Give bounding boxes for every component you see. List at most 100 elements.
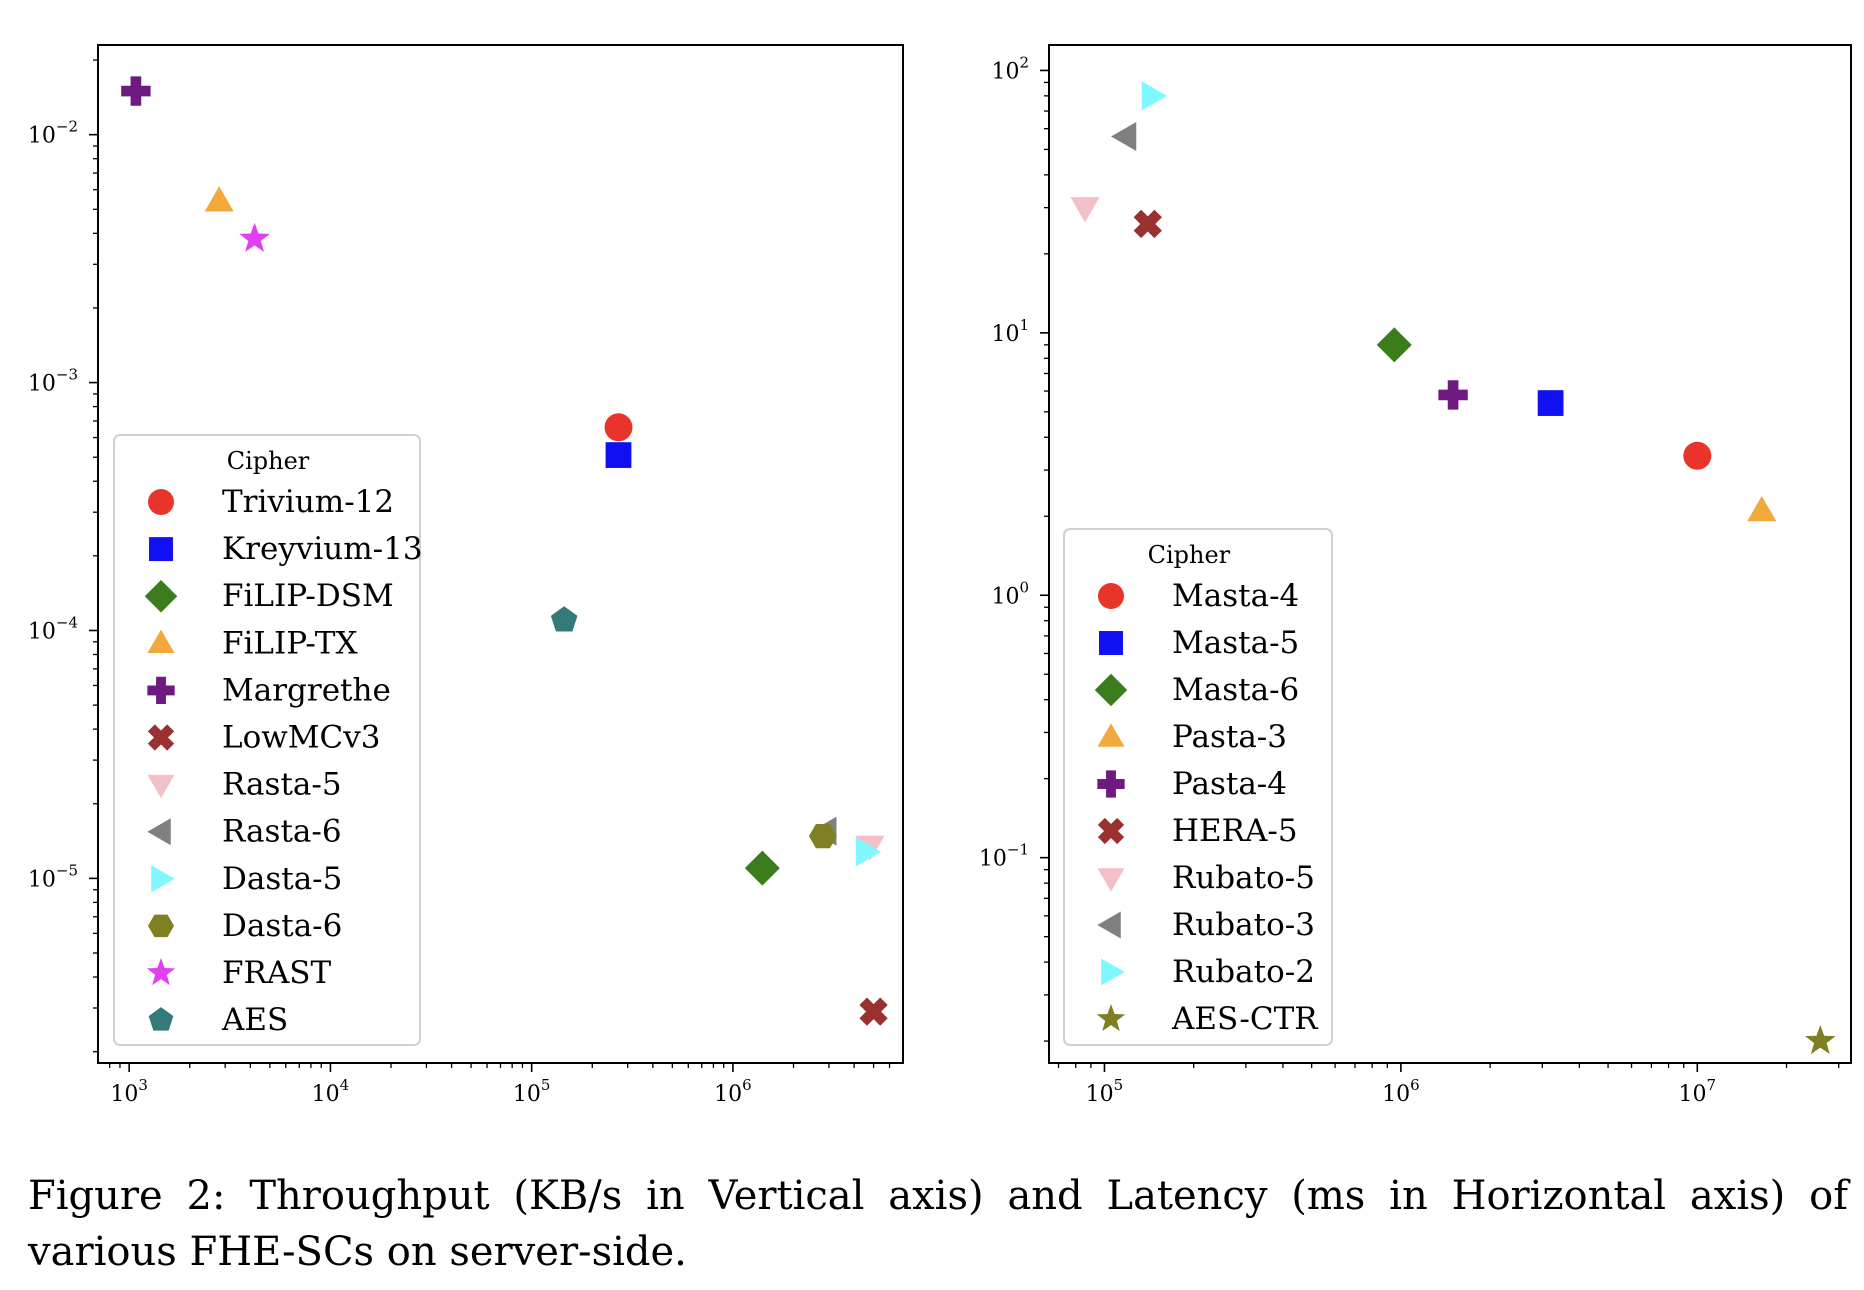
x-tick-label: 103 [110,1076,148,1107]
legend-marker [148,489,174,515]
figure-caption: Figure 2: Throughput (KB/s in Vertical a… [28,1173,1848,1275]
x-tick-label: 106 [714,1076,752,1107]
legend-label: Masta-4 [1172,578,1299,614]
data-point [1111,121,1137,152]
data-point [605,442,632,468]
legend-label: Kreyvium-13 [222,531,423,567]
legend-marker [147,676,175,705]
data-point [1438,380,1468,410]
legend-item: AES [148,1002,288,1038]
legend-marker [1096,1004,1126,1032]
legend-label: AES-CTR [1171,1001,1319,1037]
legend-label: Masta-5 [1172,625,1299,661]
legend-marker [147,774,175,799]
legend-box [113,434,421,1046]
legend-marker [144,579,178,613]
legend-marker [1097,911,1121,939]
legend-item: Rubato-5 [1097,860,1315,896]
y-tick-label: 102 [991,53,1029,84]
legend-marker [1097,723,1125,747]
data-point [855,837,881,867]
legend-label: Pasta-4 [1172,766,1287,802]
legend-label: Rubato-3 [1172,907,1315,943]
data-point [121,76,151,106]
x-tick-label: 105 [1086,1076,1124,1107]
legend-label: FiLIP-TX [222,625,358,661]
legend-label: Dasta-6 [222,908,342,944]
legend-item: Rubato-3 [1097,907,1315,943]
legend-marker [1094,673,1128,707]
x-tick-label: 106 [1382,1076,1420,1107]
y-tick-label: 10−2 [28,118,78,149]
data-point [1805,1024,1836,1055]
data-point [1376,327,1412,363]
legend-item: Masta-6 [1094,672,1299,708]
legend-marker [148,1007,174,1031]
legend-item: Dasta-5 [151,861,342,897]
x-tick-label: 105 [513,1076,551,1107]
y-tick-label: 10−1 [979,841,1029,872]
legend-item: HERA-5 [1097,813,1298,849]
legend-item: Rasta-5 [147,767,342,803]
data-point [859,997,888,1026]
legend-item: Rubato-2 [1101,954,1315,990]
legend-label: AES [221,1002,288,1038]
data-point [1747,496,1777,522]
legend: Cipher Masta-4 Masta-5 Masta-6 Pasta-3 Pasta-… [1063,528,1333,1046]
legend-label: Trivium-12 [222,484,394,520]
data-point [239,222,270,252]
legend-label: Rubato-2 [1172,954,1315,990]
x-tick-label: 107 [1679,1076,1717,1107]
plot-frame [97,44,904,1064]
legend-marker [1099,631,1123,655]
data-points [1070,81,1836,1055]
legend-marker [1097,817,1125,845]
legend-label: Pasta-3 [1172,719,1287,755]
legend-marker [148,914,174,938]
legend-item: FRAST [146,955,331,991]
y-tick-label: 10−3 [28,366,78,397]
legend: Cipher Trivium-12 Kreyvium-13 FiLIP-DSM FiLI… [113,434,423,1046]
chart-panel-2: 105 106 107 10−1 100 101 102 Cipher Masta-4 Masta… [979,44,1852,1107]
data-points [121,76,888,1026]
legend-label: Masta-6 [1172,672,1299,708]
legend-label: Margrethe [222,672,391,708]
legend-marker [151,865,175,893]
legend-marker [1098,583,1124,609]
x-tick-label: 104 [312,1076,350,1107]
legend-box [1063,528,1333,1046]
legend-label: Rasta-5 [222,767,342,803]
y-tick-label: 10−4 [28,613,78,644]
legend-marker [1097,770,1125,798]
data-point [808,824,837,849]
data-point [744,850,780,886]
legend-marker [146,958,176,986]
legend-title: Cipher [227,447,310,475]
legend-marker [1097,868,1125,892]
legend-item: FiLIP-TX [147,625,358,661]
y-tick-label: 100 [991,578,1029,609]
y-tick-label: 101 [991,316,1029,347]
y-tick-label: 10−5 [28,861,78,892]
chart-panel-1: 103 104 105 106 10−5 10−4 10−3 10−2 Cipher Triviu… [28,44,904,1107]
legend-item: Margrethe [147,672,391,708]
legend-item: Kreyvium-13 [149,531,423,567]
legend-item: Masta-5 [1099,625,1299,661]
legend-item: Rasta-6 [147,814,342,850]
legend-title: Cipher [1148,541,1231,569]
legend-label: LowMCv3 [222,720,380,756]
legend-label: FRAST [222,955,331,991]
plot-frame [1048,44,1852,1064]
data-point [1133,209,1162,239]
legend-label: HERA-5 [1172,813,1298,849]
legend-item: AES-CTR [1096,1001,1319,1037]
data-point [604,413,633,442]
legend-item: Dasta-6 [148,908,342,944]
legend-item: Pasta-4 [1097,766,1287,802]
data-point [1537,390,1564,416]
legend-marker [149,537,173,562]
data-point [204,186,234,212]
legend-item: Pasta-3 [1097,719,1287,755]
legend-marker [147,629,175,654]
